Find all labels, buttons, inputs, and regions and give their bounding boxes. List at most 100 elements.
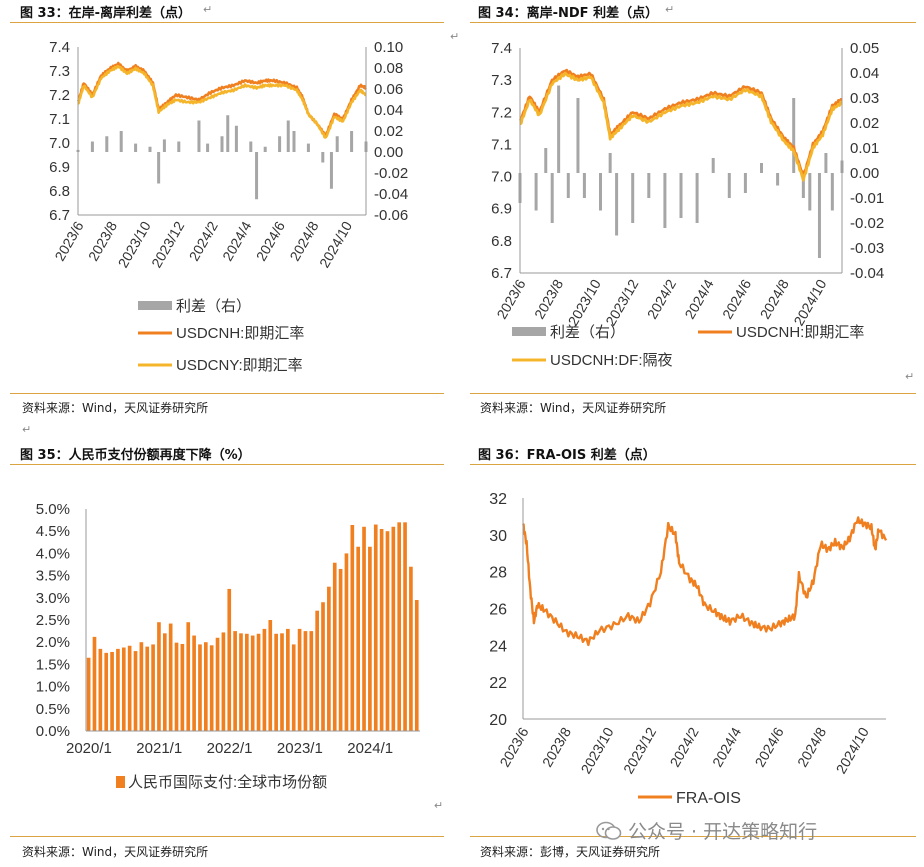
x-tick-label: 2023/6 xyxy=(493,276,528,321)
share-bar xyxy=(133,651,138,731)
x-tick-label: 2024/6 xyxy=(253,218,288,263)
return-mark: ↵ xyxy=(434,800,443,812)
share-bar xyxy=(127,645,132,731)
y-tick-label: 6.8 xyxy=(491,233,512,250)
share-bar xyxy=(309,631,314,731)
spread-bar xyxy=(105,136,109,152)
legend-label: USDCNH:即期汇率 xyxy=(176,325,304,342)
spread-bar xyxy=(647,173,651,198)
spread-bar xyxy=(335,136,339,152)
legend-label: USDCNH:DF:隔夜 xyxy=(550,352,673,369)
spread-bar xyxy=(679,173,683,218)
return-mark: ↵ xyxy=(905,370,915,383)
x-tick-label: 2024/8 xyxy=(794,724,829,769)
y2-tick-label: -0.04 xyxy=(374,186,408,203)
share-bar xyxy=(174,642,179,731)
share-bar xyxy=(350,524,355,731)
share-bar xyxy=(409,566,413,731)
source-rule xyxy=(10,393,444,394)
x-tick-label: 2023/8 xyxy=(85,218,120,263)
spread-bar xyxy=(255,152,259,200)
share-bar xyxy=(86,657,91,731)
spread-bar xyxy=(220,136,224,152)
y-tick-label: 6.7 xyxy=(49,207,70,224)
spread-bar xyxy=(321,152,325,163)
y-tick-label: 7.1 xyxy=(491,136,512,153)
source-rule xyxy=(10,836,444,837)
spread-bar xyxy=(306,143,310,152)
x-tick-label: 2023/8 xyxy=(539,724,574,769)
x-tick-label: 2024/10 xyxy=(833,724,872,776)
x-tick-label: 2024/8 xyxy=(757,276,792,321)
legend-label: FRA-OIS xyxy=(676,790,741,807)
y2-tick-label: 0.05 xyxy=(850,40,879,57)
spread-bar xyxy=(177,141,181,152)
share-bar xyxy=(245,633,249,731)
return-mark: ↵ xyxy=(203,3,213,16)
y-tick-label: 6.9 xyxy=(491,201,512,218)
spread-bar xyxy=(206,143,210,152)
y2-tick-label: 0.02 xyxy=(374,123,403,140)
share-bar xyxy=(198,644,202,731)
x-tick-label: 2023/6 xyxy=(496,724,531,769)
y2-tick-label: 0.10 xyxy=(374,39,403,56)
legend-label: USDCNY:即期汇率 xyxy=(176,357,303,374)
x-tick-label: 2024/10 xyxy=(790,276,829,328)
y-tick-label: 20 xyxy=(489,712,507,729)
y-tick-label: 7.4 xyxy=(49,39,70,56)
y-tick-label: 1.0% xyxy=(36,679,70,696)
spread-bar xyxy=(263,146,267,152)
spread-bar xyxy=(817,173,821,258)
source-note: 资料来源：彭博，天风证券研究所 xyxy=(480,845,661,859)
figure-title: 图 36：FRA-OIS 利差（点） xyxy=(478,448,656,463)
return-mark: ↵ xyxy=(665,3,675,16)
y-tick-label: 4.0% xyxy=(36,545,70,562)
spread-bar xyxy=(743,173,747,193)
y2-tick-label: 0.04 xyxy=(374,102,403,119)
x-tick-label: 2024/4 xyxy=(219,218,254,263)
y-tick-label: 2.5% xyxy=(36,612,70,629)
x-tick-label: 2023/10 xyxy=(577,724,616,776)
y-tick-label: 22 xyxy=(489,675,507,692)
share-bar xyxy=(344,553,349,731)
y-tick-label: 32 xyxy=(489,491,507,508)
y2-tick-label: -0.04 xyxy=(850,265,884,282)
x-tick-label: 2024/2 xyxy=(644,276,679,321)
y-tick-label: 7.4 xyxy=(491,40,512,57)
chart-fig33: 7.4 7.3 7.2 7.1 7.0 6.9 6.8 6.7 0.10 0.08 0.06 0.04… xyxy=(49,39,408,374)
spread-bar xyxy=(157,152,161,184)
share-bar xyxy=(274,633,278,731)
x-tick-label: 2024/8 xyxy=(286,218,321,263)
y-tick-label: 1.5% xyxy=(36,656,70,673)
share-bar xyxy=(338,568,343,731)
return-mark: ↵ xyxy=(22,423,32,436)
share-bar xyxy=(385,531,390,731)
x-tick-label: 2023/12 xyxy=(602,276,641,328)
chart-fig35: 5.0% 4.5% 4.0% 3.5% 3.0% 2.5% 2.0% 1.5% 1.0% 0.5%… xyxy=(36,501,443,812)
spread-bar xyxy=(576,98,580,173)
y2-tick-label: -0.01 xyxy=(850,190,884,207)
spread-bar xyxy=(582,173,586,198)
x-tick-label: 2024/1 xyxy=(347,740,393,757)
share-bar xyxy=(315,610,319,731)
y2-tick-label: 0.06 xyxy=(374,81,403,98)
x-tick-label: 2023/8 xyxy=(531,276,566,321)
share-bar xyxy=(327,586,331,731)
share-bar xyxy=(145,646,150,731)
x-tick-label: 2020/1 xyxy=(66,740,112,757)
share-bar xyxy=(303,631,308,731)
y-tick-label: 5.0% xyxy=(36,501,70,518)
share-bar xyxy=(321,602,325,731)
y2-tick-label: 0.00 xyxy=(374,144,403,161)
share-bar xyxy=(403,522,407,731)
spread-bar xyxy=(608,153,612,173)
spread-bar xyxy=(148,146,152,152)
x-tick-label: 2023/10 xyxy=(565,276,604,328)
share-bar xyxy=(221,632,226,731)
y2-tick-label: -0.02 xyxy=(850,215,884,232)
title-rule xyxy=(10,464,444,465)
spread-bar xyxy=(226,115,230,152)
share-bar xyxy=(391,526,396,731)
share-bar xyxy=(157,622,161,731)
share-bar xyxy=(168,623,173,731)
